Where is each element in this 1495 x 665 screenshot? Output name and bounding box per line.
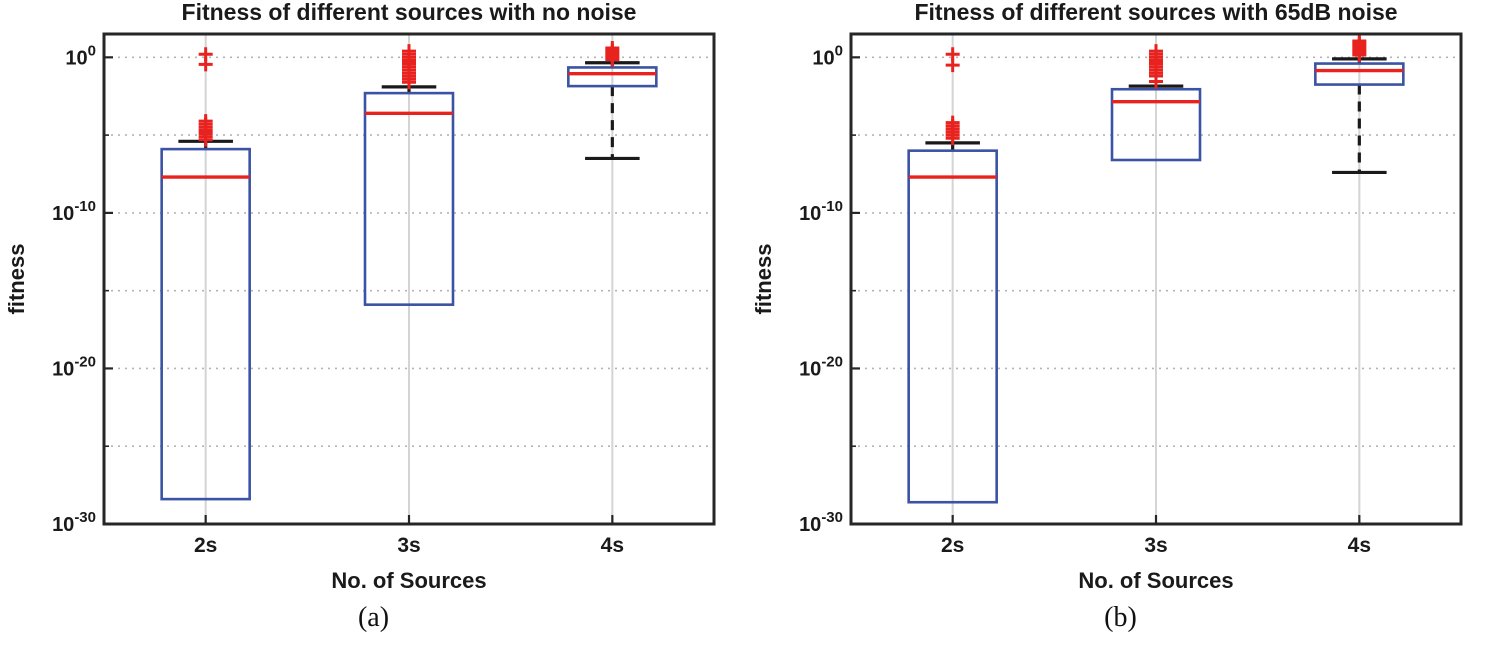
svg-text:2s: 2s: [194, 534, 217, 557]
boxplot-65db-noise: 100 10-10 10-20 10-30 2s 3s 4s Fitness of diffe…: [751, 0, 1463, 593]
svg-text:4s: 4s: [601, 534, 624, 557]
svg-text:10-20: 10-20: [799, 353, 843, 380]
svg-text:4s: 4s: [1348, 534, 1371, 557]
svg-text:10-30: 10-30: [799, 509, 843, 536]
boxplot-no-noise: 100 10-10 10-20 10-30 2s 3s 4s Fitness of diffe…: [4, 0, 716, 593]
svg-text:3s: 3s: [1144, 534, 1167, 557]
svg-text:No. of Sources: No. of Sources: [331, 568, 486, 593]
svg-text:10-30: 10-30: [52, 509, 96, 536]
svg-text:Fitness of different sources w: Fitness of different sources with 65dB n…: [914, 0, 1397, 25]
svg-text:100: 100: [812, 42, 843, 69]
panel-a: 100 10-10 10-20 10-30 2s 3s 4s Fitness of diffe…: [0, 0, 747, 665]
svg-text:10-10: 10-10: [52, 198, 96, 225]
svg-text:10-10: 10-10: [799, 198, 843, 225]
caption-b: (b): [1104, 602, 1137, 633]
caption-a: (a): [357, 602, 390, 633]
svg-text:fitness: fitness: [751, 244, 776, 315]
svg-text:100: 100: [65, 42, 96, 69]
svg-text:No. of Sources: No. of Sources: [1078, 568, 1233, 593]
svg-text:Fitness of different sources w: Fitness of different sources with no noi…: [182, 0, 637, 25]
panel-b: 100 10-10 10-20 10-30 2s 3s 4s Fitness of diffe…: [747, 0, 1494, 665]
svg-text:fitness: fitness: [4, 244, 29, 315]
svg-text:2s: 2s: [941, 534, 964, 557]
svg-text:10-20: 10-20: [52, 353, 96, 380]
svg-text:3s: 3s: [397, 534, 420, 557]
